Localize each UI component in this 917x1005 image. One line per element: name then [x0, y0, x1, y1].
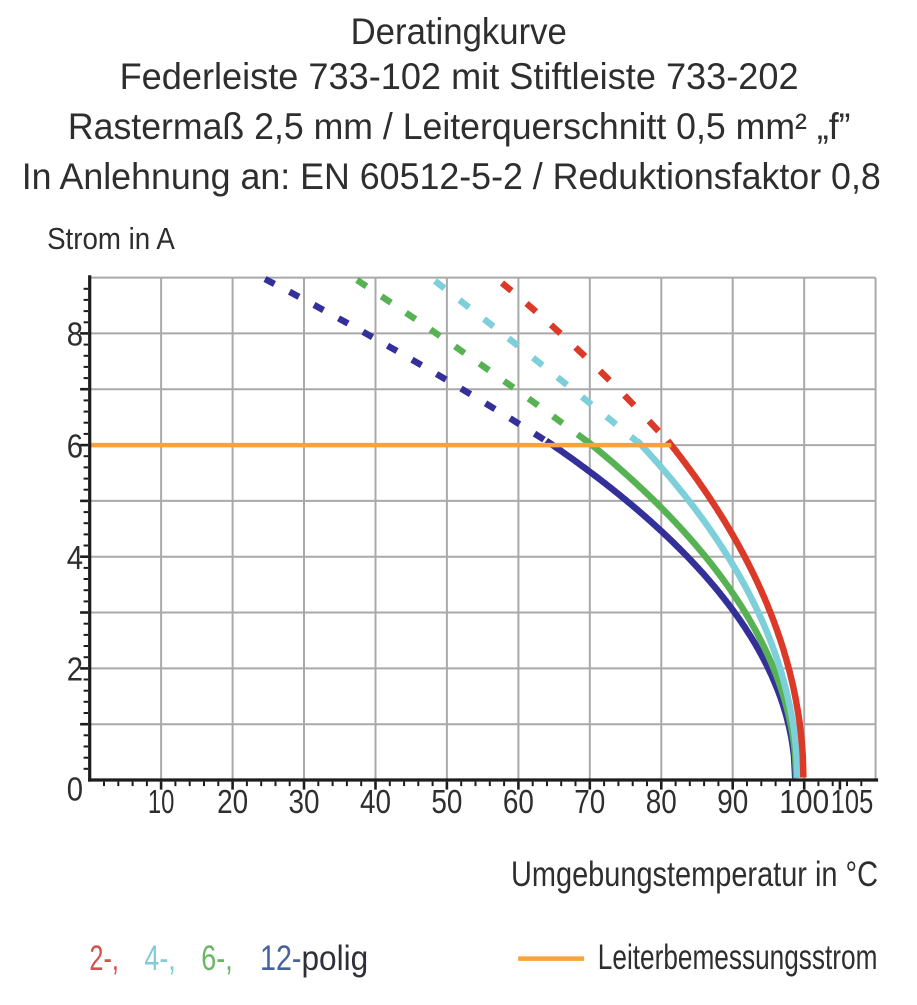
svg-text:In Anlehnung an: EN 60512-5-2: In Anlehnung an: EN 60512-5-2 / Reduktio… — [22, 156, 881, 197]
svg-text:Deratingkurve: Deratingkurve — [351, 11, 567, 52]
svg-text:8: 8 — [67, 317, 83, 354]
svg-text:4-,: 4-, — [144, 939, 175, 978]
svg-text:Federleiste 733-102 mit Stiftl: Federleiste 733-102 mit Stiftleiste 733-… — [120, 56, 799, 97]
svg-text:Rastermaß 2,5 mm / Leiterquers: Rastermaß 2,5 mm / Leiterquerschnitt 0,5… — [68, 106, 851, 147]
svg-text:Strom in A: Strom in A — [47, 221, 175, 256]
svg-text:2-,: 2-, — [89, 939, 119, 978]
svg-text:Umgebungstemperatur in °C: Umgebungstemperatur in °C — [511, 855, 878, 894]
svg-text:100: 100 — [779, 784, 829, 821]
svg-text:90: 90 — [717, 784, 748, 821]
svg-text:6-,: 6-, — [201, 939, 232, 978]
svg-text:40: 40 — [360, 784, 391, 821]
svg-text:80: 80 — [646, 784, 677, 821]
svg-text:polig: polig — [302, 939, 369, 978]
svg-text:105: 105 — [831, 784, 874, 821]
svg-text:30: 30 — [289, 784, 320, 821]
svg-text:Leiterbemessungsstrom: Leiterbemessungsstrom — [598, 938, 878, 977]
svg-text:50: 50 — [431, 784, 462, 821]
svg-text:60: 60 — [503, 784, 534, 821]
svg-text:6: 6 — [67, 428, 83, 465]
svg-text:10: 10 — [148, 784, 175, 821]
svg-text:4: 4 — [67, 540, 83, 577]
svg-text:12-: 12- — [260, 939, 302, 978]
svg-text:20: 20 — [217, 784, 248, 821]
svg-text:0: 0 — [67, 771, 83, 808]
svg-text:70: 70 — [574, 784, 605, 821]
svg-text:2: 2 — [67, 652, 83, 689]
